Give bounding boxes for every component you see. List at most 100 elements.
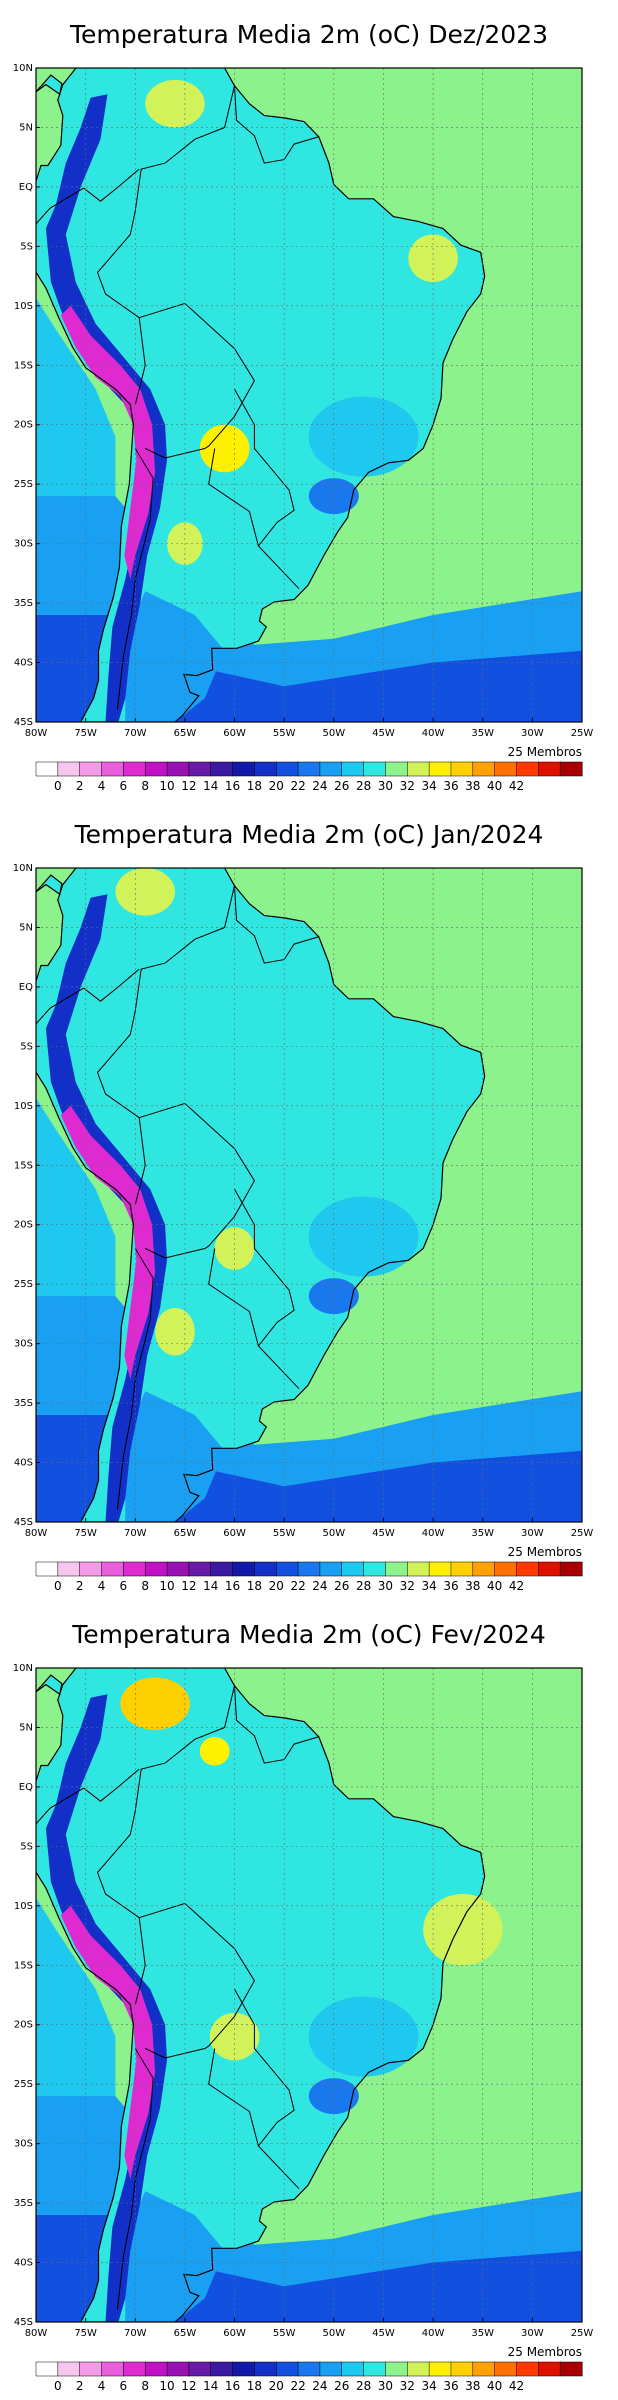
lon-tick-label: 55W bbox=[273, 2328, 296, 2339]
colorbar-label: 20 bbox=[269, 779, 284, 793]
colorbar-swatch bbox=[559, 761, 583, 777]
temperature-field bbox=[36, 868, 582, 1522]
lat-tick-label: 30S bbox=[14, 1339, 33, 1350]
colorbar-swatch bbox=[210, 1561, 234, 1577]
colorbar-label: 16 bbox=[225, 2379, 240, 2393]
lat-tick-label: 10N bbox=[13, 63, 33, 74]
colorbar-label: 22 bbox=[290, 779, 305, 793]
colorbar-label: 4 bbox=[98, 2379, 106, 2393]
colorbar-label: 38 bbox=[465, 2379, 480, 2393]
colorbar-label: 8 bbox=[141, 779, 149, 793]
lat-tick-label: 35S bbox=[14, 2198, 33, 2209]
colorbar-swatch bbox=[428, 1561, 452, 1577]
colorbar-swatch bbox=[428, 761, 452, 777]
colorbar-swatch bbox=[319, 761, 343, 777]
colorbar-swatch bbox=[363, 1561, 386, 1577]
lon-tick-label: 75W bbox=[74, 728, 97, 739]
lat-tick-label: 10N bbox=[13, 863, 33, 874]
colorbar-swatch bbox=[166, 1561, 190, 1577]
lon-tick-label: 40W bbox=[422, 728, 445, 739]
colorbar-swatch bbox=[144, 2361, 168, 2377]
lon-tick-label: 50W bbox=[323, 1528, 346, 1539]
colorbar-swatch bbox=[494, 1561, 518, 1577]
colorbar-label: 16 bbox=[225, 1579, 240, 1593]
colorbar-swatch bbox=[254, 2361, 277, 2377]
colorbar-label: 40 bbox=[487, 1579, 502, 1593]
colorbar-swatch bbox=[101, 1561, 124, 1577]
lat-tick-label: 25S bbox=[14, 1279, 33, 1290]
map-title: Temperatura Media 2m (oC) Dez/2023 bbox=[69, 20, 548, 49]
lat-tick-label: 5N bbox=[19, 122, 33, 133]
colorbar-label: 22 bbox=[290, 1579, 305, 1593]
lon-tick-label: 65W bbox=[174, 2328, 197, 2339]
colorbar-label: 32 bbox=[400, 1579, 415, 1593]
colorbar-swatch bbox=[559, 1561, 583, 1577]
colorbar-swatch bbox=[407, 761, 430, 777]
colorbar-label: 42 bbox=[509, 779, 524, 793]
colorbar-label: 8 bbox=[141, 1579, 149, 1593]
colorbar-swatch bbox=[472, 761, 496, 777]
colorbar-swatch bbox=[363, 2361, 386, 2377]
lon-tick-label: 50W bbox=[323, 2328, 346, 2339]
colorbar-label: 28 bbox=[356, 779, 371, 793]
lat-tick-label: 5S bbox=[20, 1041, 33, 1052]
colorbar-label: 14 bbox=[203, 2379, 218, 2393]
colorbar-swatch bbox=[210, 761, 234, 777]
lon-tick-label: 75W bbox=[74, 1528, 97, 1539]
lon-tick-label: 60W bbox=[223, 2328, 246, 2339]
colorbar-swatch bbox=[494, 761, 518, 777]
colorbar-label: 8 bbox=[141, 2379, 149, 2393]
lon-tick-label: 50W bbox=[323, 728, 346, 739]
colorbar-label: 40 bbox=[487, 2379, 502, 2393]
lon-tick-label: 25W bbox=[571, 1528, 594, 1539]
lon-tick-label: 65W bbox=[174, 728, 197, 739]
colorbar-swatch bbox=[450, 2361, 474, 2377]
colorbar-swatch bbox=[341, 1561, 365, 1577]
colorbar-swatch bbox=[538, 1561, 561, 1577]
map-figure: Temperatura Media 2m (oC) Jan/2024 10N 5N E… bbox=[13, 820, 594, 1593]
colorbar-label: 38 bbox=[465, 779, 480, 793]
colorbar-swatch bbox=[35, 2361, 59, 2377]
colorbar-label: 30 bbox=[378, 1579, 393, 1593]
colorbar-swatch bbox=[297, 761, 321, 777]
lat-tick-label: EQ bbox=[19, 982, 33, 993]
lat-tick-label: 20S bbox=[14, 1220, 33, 1231]
colorbar: 0 2 4 6 8 10 12 14 16 18 20 22 24 26 28 30 32 34 36 38 40 42 bbox=[35, 761, 583, 793]
colorbar-swatch bbox=[297, 2361, 321, 2377]
colorbar-label: 6 bbox=[120, 2379, 128, 2393]
lon-tick-label: 55W bbox=[273, 728, 296, 739]
colorbar-swatch bbox=[188, 761, 212, 777]
lat-tick-label: 45S bbox=[14, 1517, 33, 1528]
colorbar-swatch bbox=[538, 761, 561, 777]
colorbar-label: 10 bbox=[159, 1579, 174, 1593]
lon-tick-label: 70W bbox=[124, 2328, 147, 2339]
lat-tick-label: 35S bbox=[14, 1398, 33, 1409]
map-figure: Temperatura Media 2m (oC) Fev/2024 10N 5N E… bbox=[13, 1620, 594, 2393]
colorbar-swatch bbox=[123, 2361, 146, 2377]
colorbar-swatch bbox=[275, 1561, 299, 1577]
colorbar-label: 20 bbox=[269, 1579, 284, 1593]
lat-tick-label: 25S bbox=[14, 2079, 33, 2090]
colorbar-swatch bbox=[57, 761, 81, 777]
colorbar-label: 34 bbox=[421, 779, 436, 793]
colorbar-swatch bbox=[341, 2361, 365, 2377]
lat-tick-label: 40S bbox=[14, 1458, 33, 1469]
lon-tick-label: 60W bbox=[223, 728, 246, 739]
temperature-field bbox=[36, 1668, 582, 2322]
lat-tick-label: 45S bbox=[14, 2317, 33, 2328]
lon-tick-label: 40W bbox=[422, 2328, 445, 2339]
colorbar-swatch bbox=[428, 2361, 452, 2377]
colorbar-swatch bbox=[166, 2361, 190, 2377]
colorbar-swatch bbox=[494, 2361, 518, 2377]
colorbar-label: 14 bbox=[203, 779, 218, 793]
members-note: 25 Membros bbox=[508, 2345, 582, 2359]
colorbar-swatch bbox=[188, 1561, 212, 1577]
colorbar-swatch bbox=[385, 2361, 408, 2377]
lon-tick-label: 80W bbox=[25, 728, 48, 739]
colorbar-label: 2 bbox=[76, 1579, 84, 1593]
colorbar-label: 12 bbox=[181, 779, 196, 793]
lon-tick-label: 35W bbox=[471, 728, 494, 739]
forecast-panel-jan: Temperatura Media 2m (oC) Jan/2024 10N 5N E… bbox=[0, 800, 618, 1600]
lat-tick-label: 35S bbox=[14, 598, 33, 609]
lat-tick-label: 10N bbox=[13, 1663, 33, 1674]
